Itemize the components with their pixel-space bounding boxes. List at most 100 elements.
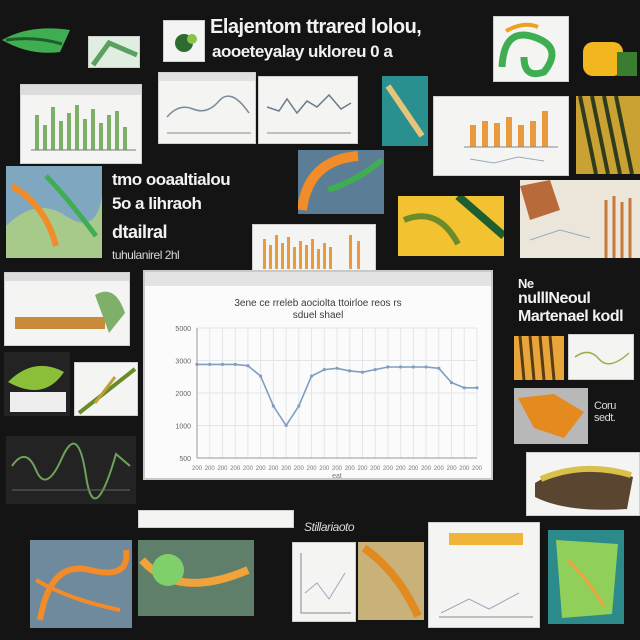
right-caption-1: Ne (518, 276, 534, 291)
x-tick-label: 200 (434, 466, 445, 472)
x-tick-label: 200 (243, 466, 254, 472)
leaf-icon (2, 28, 70, 53)
chart-header-bar (145, 272, 491, 286)
pattern-icon (518, 336, 556, 380)
yellow-object-tile (573, 36, 640, 82)
x-tick-label: 200 (408, 466, 419, 472)
side-note: Coru sedt. (594, 400, 616, 424)
leaf-icon-tile (0, 22, 72, 58)
copper-icon (520, 180, 632, 258)
sculpt-icon (518, 394, 584, 438)
data-point (449, 381, 454, 385)
data-point (424, 365, 428, 369)
footer-note: Stillariaoto (304, 520, 355, 534)
x-tick-label: 200 (472, 466, 483, 472)
line-chart-icon (159, 73, 255, 134)
data-point (195, 362, 199, 366)
chart-title-line-2: sduel shael (292, 310, 344, 321)
line-chart-thumb-3 (6, 436, 136, 504)
x-tick-label: 200 (256, 466, 267, 472)
x-tick-label: 200 (192, 466, 203, 472)
map-icon (361, 544, 422, 618)
x-tick-label: 200 (357, 466, 368, 472)
x-tick-label: 200 (370, 466, 381, 472)
y-tick-label: 3000 (175, 359, 191, 366)
left-caption-3: dtailral (112, 222, 168, 242)
data-point (284, 423, 288, 428)
x-tick-label: 200 (307, 466, 318, 472)
x-tick-label: 200 (383, 466, 394, 472)
map-tile-bottom-2 (138, 540, 254, 616)
data-point (322, 368, 326, 372)
leaf-dark-tile (4, 352, 70, 416)
copper-tile (520, 180, 640, 258)
map-icon (139, 554, 250, 587)
orange-map-tile (298, 150, 384, 214)
line-chart-icon (300, 553, 351, 614)
data-point (309, 374, 314, 378)
texture-tile-1 (576, 96, 640, 174)
bar-chart-icon (5, 273, 129, 333)
data-point (462, 386, 466, 390)
data-point (399, 365, 403, 369)
yellow-leaf-tile (398, 196, 504, 256)
x-tick-label: 200 (396, 466, 407, 472)
data-point (246, 364, 250, 368)
line-chart-thumb-2 (258, 76, 358, 144)
line-chart-icon (574, 351, 630, 365)
pattern-icon (578, 96, 634, 174)
data-point (437, 366, 441, 370)
bar-chart-icon (439, 533, 533, 618)
x-axis-title: eat (332, 473, 342, 478)
x-tick-label: 200 (268, 466, 279, 472)
right-caption-3: Martenael kodl (518, 308, 624, 325)
map-tile-bottom-1 (30, 540, 132, 628)
left-caption-4: tuhulanirel 2hl (112, 248, 180, 262)
main-line-chart: 3ene ce rreleb aociolta ttoirloe reos rs… (143, 270, 493, 480)
data-point (348, 369, 352, 373)
orange-stripes-tile (514, 336, 564, 380)
x-tick-label: 200 (447, 466, 458, 472)
x-tick-label: 200 (294, 466, 305, 472)
chart-thumb-left (4, 272, 130, 346)
x-tick-label: 200 (459, 466, 470, 472)
bar-chart-thumb-1 (20, 84, 142, 164)
y-tick-label: 2000 (175, 391, 191, 398)
x-tick-label: 200 (345, 466, 356, 472)
y-tick-label: 1000 (175, 424, 191, 431)
collage-headline-2: aooeteyalay ukloreu 0 a (212, 42, 393, 61)
right-caption-2: nulllNeoul (518, 290, 591, 307)
plant-thumb (163, 20, 205, 62)
line-chart-icon (11, 442, 131, 500)
data-point (220, 362, 225, 366)
x-tick-label: 200 (319, 466, 330, 472)
map-tile-left (6, 166, 102, 258)
x-tick-label: 200 (217, 466, 228, 472)
left-caption-2: 5o a lihraoh (112, 194, 202, 213)
bar-chart-icon (21, 85, 141, 151)
left-caption-1: tmo ooaaltialou (112, 170, 231, 189)
green-swirl-tile (493, 16, 569, 82)
data-point (259, 374, 263, 378)
orange-sculpt-tile (514, 388, 588, 444)
map-icon (34, 549, 130, 621)
x-tick-label: 200 (332, 466, 343, 472)
data-point (411, 365, 415, 369)
object-icon (583, 42, 637, 76)
green-map-tile-bottom (548, 530, 624, 624)
bar-chart-thumb-2 (433, 96, 569, 176)
teal-tile (382, 76, 428, 146)
collage-headline-1: Elajentom ttrared lolou, (210, 16, 422, 38)
data-point (373, 368, 377, 372)
branch-tile (74, 362, 138, 416)
line-chart-icon (266, 93, 352, 134)
x-tick-label: 200 (281, 466, 292, 472)
sandal-icon (535, 465, 633, 510)
chart-thumb-bottom-2 (428, 522, 540, 628)
x-tick-label: 200 (205, 466, 216, 472)
x-tick-label: 200 (421, 466, 432, 472)
map-icon (6, 174, 102, 258)
data-point (208, 362, 212, 366)
leaf-icon (402, 196, 504, 246)
